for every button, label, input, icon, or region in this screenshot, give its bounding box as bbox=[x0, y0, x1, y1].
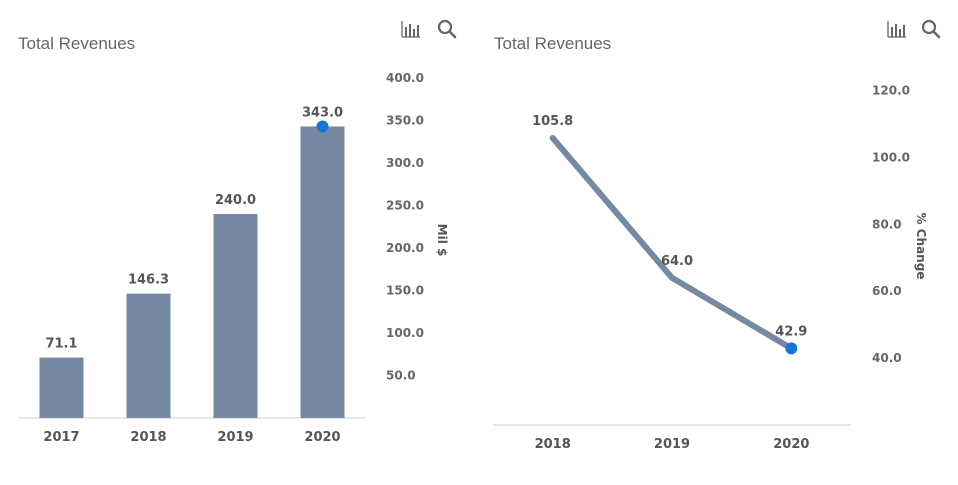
line-chart-panel: Total Revenues 105.8 2018 64.0 2019 42.9 2020… bbox=[476, 0, 958, 485]
y-tick-400.0: 400.0 bbox=[386, 71, 424, 85]
bar-chart-panel: Total Revenues 71.1 2017 146.3 2018 240.0 201… bbox=[0, 0, 470, 485]
bar-2018 bbox=[126, 293, 171, 418]
line-chart-plot: 105.8 2018 64.0 2019 42.9 2020 40.0 60.0 80.0 100… bbox=[493, 83, 928, 452]
x-tick-2020: 2020 bbox=[304, 430, 340, 445]
x-tick-2020: 2020 bbox=[773, 437, 809, 452]
y-tick-300.0: 300.0 bbox=[386, 156, 424, 170]
highlight-point bbox=[316, 120, 329, 133]
bar-chart-icon[interactable] bbox=[400, 18, 422, 40]
y-tick-250.0: 250.0 bbox=[386, 199, 424, 213]
bar-2020 bbox=[300, 126, 345, 418]
y-axis-title: % Change bbox=[914, 213, 928, 280]
search-icon[interactable] bbox=[436, 18, 458, 40]
bar-chart-plot: 71.1 2017 146.3 2018 240.0 2019 343.0 2020 50.0 1… bbox=[18, 71, 449, 445]
y-tick-150.0: 150.0 bbox=[386, 284, 424, 298]
x-tick-2019: 2019 bbox=[654, 437, 690, 452]
y-tick-200.0: 200.0 bbox=[386, 241, 424, 255]
highlight-point bbox=[785, 342, 798, 355]
bar-2017 bbox=[39, 357, 84, 418]
data-label-2019: 240.0 bbox=[215, 193, 256, 208]
data-label-2020: 42.9 bbox=[775, 324, 807, 339]
y-tick-350.0: 350.0 bbox=[386, 114, 424, 128]
line-chart-title: Total Revenues bbox=[494, 34, 612, 53]
series-line bbox=[549, 134, 795, 352]
bar-2019 bbox=[213, 214, 258, 418]
x-tick-2019: 2019 bbox=[217, 430, 253, 445]
data-label-2019: 64.0 bbox=[661, 254, 693, 269]
y-tick-40.0: 40.0 bbox=[872, 351, 902, 365]
data-label-2020: 343.0 bbox=[302, 105, 343, 120]
data-label-2018: 146.3 bbox=[128, 273, 169, 288]
data-label-2017: 71.1 bbox=[45, 337, 77, 352]
search-icon[interactable] bbox=[920, 18, 942, 40]
y-tick-120.0: 120.0 bbox=[872, 83, 910, 97]
data-label-2018: 105.8 bbox=[532, 114, 573, 129]
y-tick-100.0: 100.0 bbox=[386, 326, 424, 340]
x-tick-2018: 2018 bbox=[535, 437, 571, 452]
x-tick-2017: 2017 bbox=[43, 430, 79, 445]
y-tick-80.0: 80.0 bbox=[872, 217, 902, 231]
y-tick-50.0: 50.0 bbox=[386, 369, 416, 383]
y-axis-title: Mil $ bbox=[435, 224, 449, 257]
y-tick-60.0: 60.0 bbox=[872, 284, 902, 298]
bar-chart-icon[interactable] bbox=[886, 18, 908, 40]
x-tick-2018: 2018 bbox=[130, 430, 166, 445]
bar-chart-title: Total Revenues bbox=[18, 34, 136, 53]
y-tick-100.0: 100.0 bbox=[872, 150, 910, 164]
